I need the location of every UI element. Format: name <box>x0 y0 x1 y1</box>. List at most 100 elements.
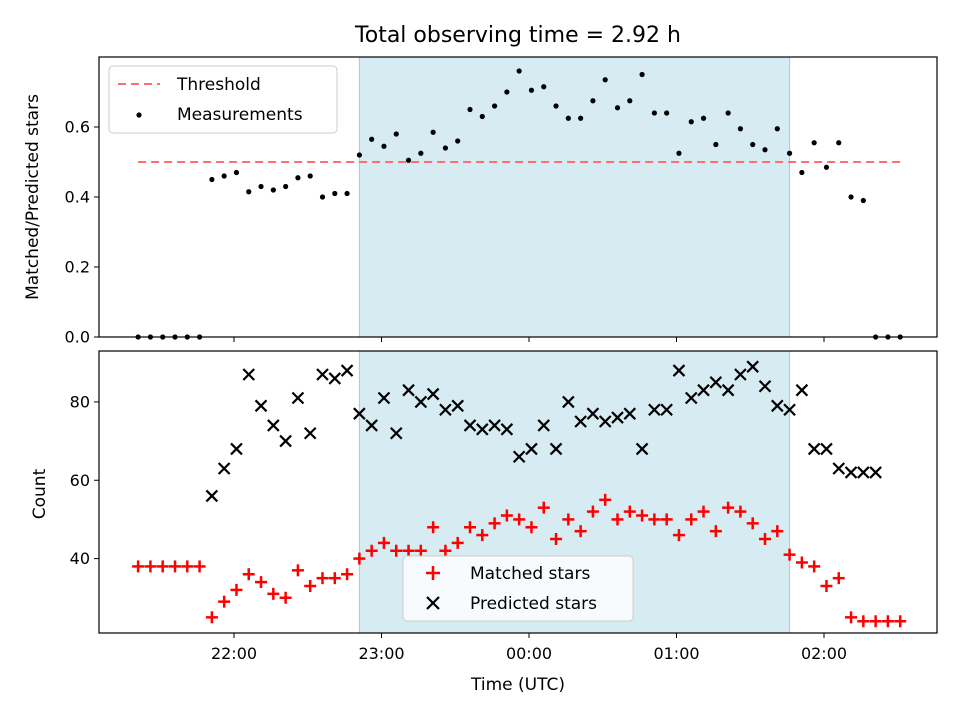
x-tick-label: 00:00 <box>506 644 552 663</box>
x-tick-label: 02:00 <box>801 644 847 663</box>
predicted-star-point <box>586 407 600 420</box>
top-legend: Threshold Measurements <box>108 65 338 134</box>
matched-star-point <box>500 509 513 522</box>
measurement-point <box>307 173 313 179</box>
bottom-y-ticks: 40 60 80 <box>70 392 99 568</box>
predicted-star-point <box>414 395 428 409</box>
predicted-star-point <box>549 442 563 456</box>
predicted-star-point <box>389 426 403 440</box>
matched-star-point <box>648 513 661 526</box>
matched-star-point <box>414 544 427 557</box>
predicted-star-point <box>783 403 796 417</box>
matched-star-point <box>402 544 415 557</box>
matched-star-point <box>894 615 907 628</box>
predicted-star-point <box>340 364 354 377</box>
measurement-point <box>823 164 830 170</box>
matched-star-point <box>672 529 685 542</box>
legend-matched-swatch <box>426 566 440 580</box>
matched-star-point <box>611 513 624 526</box>
measurement-point <box>381 143 387 149</box>
y-tick-label: 0.0 <box>65 328 90 347</box>
predicted-star-point <box>230 442 243 456</box>
top-x-ticks <box>233 337 825 342</box>
measurement-point <box>590 98 596 104</box>
predicted-star-point <box>242 368 256 381</box>
predicted-star-point <box>476 423 489 436</box>
matched-star-point <box>181 560 194 573</box>
predicted-stars-points <box>205 360 882 503</box>
matched-star-point <box>132 560 145 573</box>
predicted-star-point <box>734 368 747 381</box>
measurement-point <box>369 136 375 142</box>
predicted-star-point <box>525 442 538 456</box>
measurement-point <box>319 194 326 200</box>
top-panel: 0.0 0.2 0.4 0.6 Total observing time = 2.92… <box>23 23 938 347</box>
predicted-star-point <box>316 368 329 381</box>
predicted-star-point <box>844 466 858 479</box>
predicted-star-point <box>537 419 551 432</box>
matched-star-point <box>845 611 858 624</box>
matched-star-point <box>353 552 366 565</box>
matched-star-point <box>759 533 771 545</box>
predicted-star-point <box>463 419 477 432</box>
matched-star-point <box>451 536 464 549</box>
matched-star-point <box>341 568 354 581</box>
predicted-star-point <box>267 419 280 432</box>
predicted-star-point <box>254 399 268 413</box>
matched-star-point <box>427 521 440 534</box>
matched-star-point <box>365 544 378 557</box>
matched-star-point <box>464 521 476 534</box>
measurement-point <box>455 138 461 144</box>
matched-star-point <box>685 513 698 526</box>
measurement-point <box>491 103 498 109</box>
predicted-star-point <box>439 403 452 417</box>
bottom-y-axis-label: Count <box>30 468 50 519</box>
top-y-ticks: 0.0 0.2 0.4 0.6 <box>65 118 99 347</box>
measurement-point <box>836 140 842 146</box>
measurement-point <box>848 194 854 200</box>
measurement-point <box>405 157 412 163</box>
predicted-star-point <box>697 383 710 397</box>
measurement-point <box>725 110 731 116</box>
y-tick-label: 0.2 <box>65 258 90 277</box>
measurement-point <box>332 190 338 197</box>
predicted-star-point <box>807 442 821 456</box>
measurement-point <box>664 110 670 116</box>
predicted-star-point <box>648 403 661 417</box>
matched-star-point <box>697 505 710 518</box>
measurement-point <box>811 140 817 146</box>
measurement-point <box>418 150 424 156</box>
predicted-star-point <box>598 415 612 428</box>
measurement-point <box>750 141 756 148</box>
predicted-star-point <box>562 395 575 409</box>
matched-star-point <box>193 560 206 573</box>
predicted-star-point <box>746 360 759 373</box>
predicted-star-point <box>402 383 415 397</box>
predicted-star-point <box>426 387 440 401</box>
predicted-star-point <box>623 407 637 420</box>
predicted-star-point <box>832 462 846 475</box>
matched-star-point <box>390 544 403 557</box>
matched-star-point <box>881 615 894 628</box>
measurement-point <box>283 183 289 190</box>
measurement-point <box>221 173 227 179</box>
measurement-point <box>713 141 719 148</box>
matched-star-point <box>586 505 599 518</box>
predicted-star-point <box>451 399 464 413</box>
predicted-star-point <box>291 391 305 405</box>
measurement-point <box>504 89 510 95</box>
matched-star-point <box>476 529 489 542</box>
matched-star-point <box>291 564 304 577</box>
matched-star-point <box>488 517 501 530</box>
matched-star-point <box>230 583 243 596</box>
predicted-star-point <box>672 364 686 377</box>
measurement-point <box>479 113 485 120</box>
legend-threshold-label: Threshold <box>176 75 261 95</box>
measurement-point <box>356 152 362 158</box>
matched-star-point <box>660 513 673 526</box>
measurement-point <box>762 147 768 153</box>
measurement-point <box>209 176 215 183</box>
predicted-star-point <box>353 407 366 420</box>
predicted-star-point <box>303 426 317 440</box>
predicted-star-point <box>684 391 698 405</box>
